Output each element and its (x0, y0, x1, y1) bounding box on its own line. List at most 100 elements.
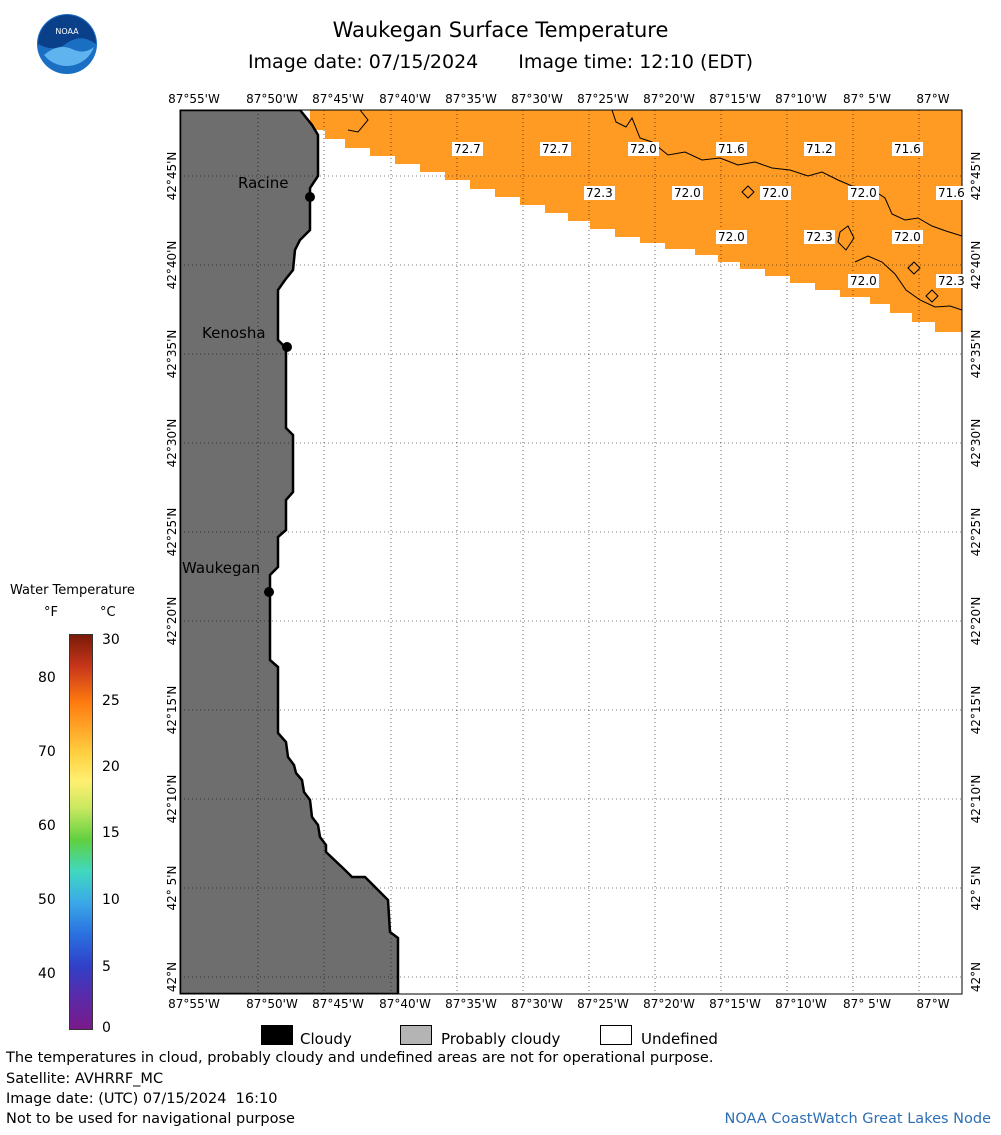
temperature-label: 71.2 (804, 142, 835, 156)
latitude-label: 42°20'N (969, 596, 983, 646)
latitude-label: 42°35'N (969, 329, 983, 379)
probably-cloudy-swatch (400, 1025, 432, 1045)
undefined-label: Undefined (641, 1030, 718, 1048)
isotherm-line (611, 110, 962, 237)
isotherm-line (925, 289, 939, 303)
longitude-label: 87°10'W (775, 92, 827, 106)
longitude-label: 87°35'W (445, 997, 497, 1011)
land-area (180, 110, 400, 994)
image-date-time: Image date: 07/15/2024 Image time: 12:10 … (0, 51, 1001, 73)
celsius-tick: 20 (102, 759, 120, 775)
latitude-label: 42°N (165, 961, 179, 993)
cloudy-label: Cloudy (300, 1030, 352, 1048)
isotherm-line (837, 225, 855, 251)
map-title: Waukegan Surface Temperature (332, 18, 669, 42)
latitude-label: 42°35'N (165, 329, 179, 379)
temperature-label: 71.6 (716, 142, 747, 156)
longitude-label: 87°10'W (775, 997, 827, 1011)
temperature-label: 71.6 (892, 142, 923, 156)
temperature-label: 71.6 (936, 186, 966, 200)
latitude-label: 42°15'N (165, 685, 179, 735)
city-dot (282, 342, 292, 352)
latitude-label: 42°45'N (969, 151, 983, 201)
longitude-label: 87°55'W (168, 92, 220, 106)
celsius-tick: 5 (102, 959, 111, 975)
longitude-label: 87°15'W (709, 92, 761, 106)
temperature-label: 72.3 (936, 274, 966, 288)
fahrenheit-tick: 80 (38, 670, 56, 686)
city-dot (305, 192, 315, 202)
longitude-label: 87°W (916, 997, 950, 1011)
longitude-label: 87°25'W (577, 997, 629, 1011)
longitude-label: 87°15'W (709, 997, 761, 1011)
latitude-label: 42°30'N (969, 418, 983, 468)
latitude-label: 42°25'N (969, 507, 983, 557)
temperature-label: 72.3 (804, 230, 835, 244)
temperature-label: 72.0 (672, 186, 703, 200)
longitude-label: 87°30'W (511, 92, 563, 106)
fahrenheit-tick: 50 (38, 892, 56, 908)
cloudy-swatch (261, 1025, 293, 1045)
color-scale-bar (69, 634, 93, 1030)
temperature-label: 72.7 (540, 142, 571, 156)
longitude-label: 87°35'W (445, 92, 497, 106)
undefined-swatch (600, 1025, 632, 1045)
temperature-label: 72.0 (760, 186, 791, 200)
fahrenheit-tick: 60 (38, 818, 56, 834)
footer-disclaimer: The temperatures in cloud, probably clou… (6, 1050, 714, 1066)
latitude-label: 42°30'N (165, 418, 179, 468)
city-label: Waukegan (182, 559, 261, 577)
graticule (180, 110, 962, 994)
temperature-label: 72.0 (716, 230, 747, 244)
longitude-label: 87°40'W (379, 997, 431, 1011)
celsius-tick: 25 (102, 693, 120, 709)
celsius-tick: 10 (102, 892, 120, 908)
latitude-label: 42°10'N (165, 774, 179, 824)
noaa-logo: NOAA (37, 14, 97, 74)
image-time: Image time: 12:10 (EDT) (518, 51, 754, 73)
water-temperature-area (310, 110, 962, 332)
city-label: Racine (238, 174, 289, 192)
longitude-label: 87°25'W (577, 92, 629, 106)
fahrenheit-tick: 40 (38, 966, 56, 982)
temperature-label: 72.3 (584, 186, 615, 200)
fahrenheit-tick: 70 (38, 744, 56, 760)
logo-text: NOAA (55, 27, 79, 36)
latitude-label: 42°10'N (969, 774, 983, 824)
longitude-label: 87°W (916, 92, 950, 106)
temperature-label: 72.0 (628, 142, 659, 156)
footer-satellite: Satellite: AVHRRF_MC (6, 1071, 164, 1087)
city-markers (264, 192, 315, 597)
credit-link[interactable]: NOAA CoastWatch Great Lakes Node (724, 1111, 991, 1127)
longitude-label: 87°20'W (643, 92, 695, 106)
unit-fahrenheit: °F (44, 605, 58, 620)
isotherm-line (741, 185, 755, 199)
image-date: Image date: 07/15/2024 (247, 51, 479, 73)
celsius-tick: 15 (102, 825, 120, 841)
latitude-label: 42° 5'N (969, 865, 983, 911)
longitude-label: 87°40'W (379, 92, 431, 106)
latitude-label: 42°N (969, 961, 983, 993)
isotherm-line (854, 255, 962, 311)
latitude-label: 42°15'N (969, 685, 983, 735)
longitude-label: 87°55'W (168, 997, 220, 1011)
unit-celsius: °C (100, 605, 116, 620)
city-label: Kenosha (202, 324, 266, 342)
footer-utc-date: Image date: (UTC) 07/15/2024 16:10 (6, 1091, 278, 1107)
temperature-label: 72.7 (452, 142, 483, 156)
probably-cloudy-label: Probably cloudy (441, 1030, 561, 1048)
temperature-label: 72.0 (892, 230, 923, 244)
latitude-label: 42°25'N (165, 507, 179, 557)
celsius-tick: 30 (102, 632, 120, 648)
longitude-label: 87° 5'W (843, 997, 891, 1011)
footer-navigation-warning: Not to be used for navigational purpose (6, 1111, 295, 1127)
longitude-label: 87° 5'W (843, 92, 891, 106)
city-dot (264, 587, 274, 597)
map-frame (179, 109, 963, 995)
legend-title: Water Temperature (10, 583, 135, 598)
longitude-label: 87°30'W (511, 997, 563, 1011)
longitude-label: 87°20'W (643, 997, 695, 1011)
isotherm-line (347, 110, 369, 133)
isotherm-line (907, 261, 921, 275)
